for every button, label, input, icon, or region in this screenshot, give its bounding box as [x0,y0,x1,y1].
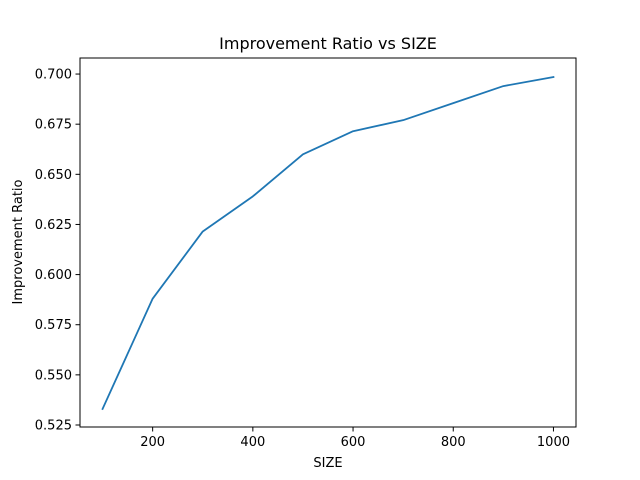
x-tick-label: 1000 [537,435,570,450]
y-tick-label: 0.600 [35,268,72,283]
series-line-0 [101,76,555,411]
y-tick-label: 0.650 [35,168,72,183]
plot-area: 200 400 600 800 1000 0.525 0.550 0.575 0.600 0.62… [35,57,577,450]
y-tick-label: 0.550 [35,368,72,383]
y-tick-label: 0.525 [35,418,72,433]
x-tick-label: 400 [240,435,265,450]
y-axis-label: Improvement Ratio [11,179,26,304]
x-tick-label: 800 [441,435,466,450]
x-tick-label: 200 [140,435,165,450]
y-tick-label: 0.675 [35,118,72,133]
y-tick-label: 0.575 [35,318,72,333]
y-tick-label: 0.700 [35,68,72,83]
x-tick-label: 600 [341,435,366,450]
x-axis-label: SIZE [313,456,342,471]
chart-title: Improvement Ratio vs SIZE [219,34,437,53]
plot-frame [79,57,577,428]
y-tick-label: 0.625 [35,218,72,233]
